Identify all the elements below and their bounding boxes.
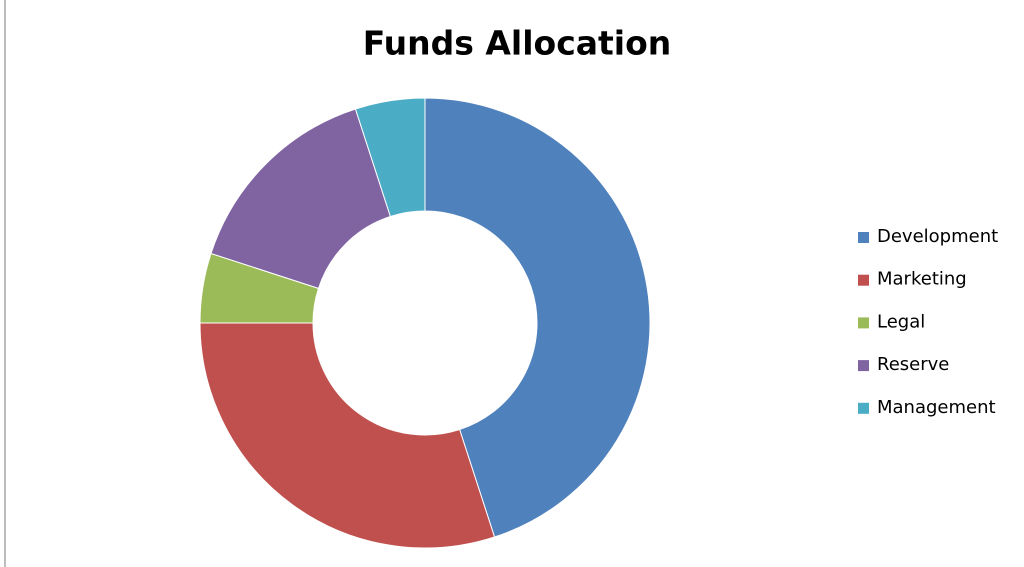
legend-swatch <box>858 360 869 372</box>
donut-slice <box>199 322 496 549</box>
legend-label: Marketing <box>877 269 967 290</box>
donut-slice <box>210 108 392 290</box>
legend-label: Legal <box>877 311 925 332</box>
legend-label: Reserve <box>877 354 949 375</box>
legend-swatch <box>858 274 869 286</box>
legend-swatch <box>858 402 869 414</box>
donut-slice <box>354 97 426 218</box>
legend-swatch <box>858 232 869 243</box>
chart-title: Funds Allocation <box>363 24 672 63</box>
legend-label: Development <box>877 226 998 247</box>
legend-label: Management <box>877 397 996 418</box>
legend-swatch <box>858 317 869 329</box>
donut-slice <box>424 97 651 538</box>
